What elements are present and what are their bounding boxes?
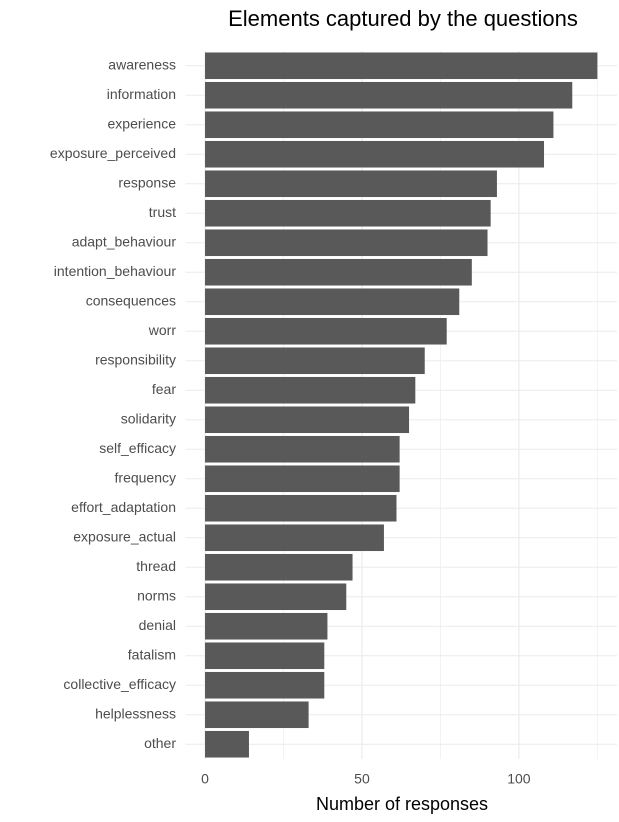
bar <box>205 111 554 139</box>
bar <box>205 81 573 109</box>
y-tick-label: fatalism <box>128 646 176 662</box>
y-tick-label: exposure_perceived <box>50 145 176 161</box>
y-tick-label: fear <box>152 381 176 397</box>
bar <box>205 52 598 80</box>
x-tick-label: 100 <box>507 771 531 787</box>
y-tick-label: denial <box>139 617 176 633</box>
y-tick-label: adapt_behaviour <box>72 233 177 249</box>
y-tick-label: thread <box>136 558 176 574</box>
bar <box>205 229 488 257</box>
bar <box>205 642 325 670</box>
x-axis-label: Number of responses <box>316 794 488 814</box>
y-tick-label: effort_adaptation <box>71 499 176 515</box>
y-tick-label: exposure_actual <box>73 528 176 544</box>
bar <box>205 317 447 345</box>
bar <box>205 435 400 463</box>
y-tick-label: norms <box>137 587 176 603</box>
bar <box>205 612 328 640</box>
y-tick-label: other <box>144 735 176 751</box>
bar <box>205 730 249 758</box>
y-tick-label: intention_behaviour <box>54 263 177 279</box>
y-tick-label: self_efficacy <box>99 440 176 456</box>
x-tick-label: 0 <box>201 771 209 787</box>
y-tick-label: helplessness <box>95 705 176 721</box>
y-tick-label: solidarity <box>121 410 176 426</box>
x-tick-label: 50 <box>354 771 370 787</box>
bar <box>205 199 491 227</box>
y-tick-label: trust <box>149 204 176 220</box>
bar <box>205 553 353 581</box>
y-tick-label: collective_efficacy <box>63 676 176 692</box>
bar <box>205 406 410 434</box>
bar <box>205 140 545 168</box>
bar <box>205 583 347 611</box>
y-tick-label: response <box>118 174 176 190</box>
chart-title: Elements captured by the questions <box>228 6 578 31</box>
bar <box>205 465 400 493</box>
bar <box>205 288 460 316</box>
y-tick-label: information <box>107 86 176 102</box>
bar <box>205 347 425 375</box>
y-tick-label: awareness <box>108 56 176 72</box>
bar <box>205 701 309 729</box>
y-tick-label: worr <box>148 322 177 338</box>
bar <box>205 671 325 699</box>
bar <box>205 494 397 522</box>
bar <box>205 524 384 552</box>
y-tick-label: experience <box>108 115 177 131</box>
bar <box>205 170 497 198</box>
y-tick-label: frequency <box>115 469 176 485</box>
bar <box>205 258 472 286</box>
y-tick-label: consequences <box>86 292 176 308</box>
bar <box>205 376 416 404</box>
y-tick-label: responsibility <box>95 351 176 367</box>
